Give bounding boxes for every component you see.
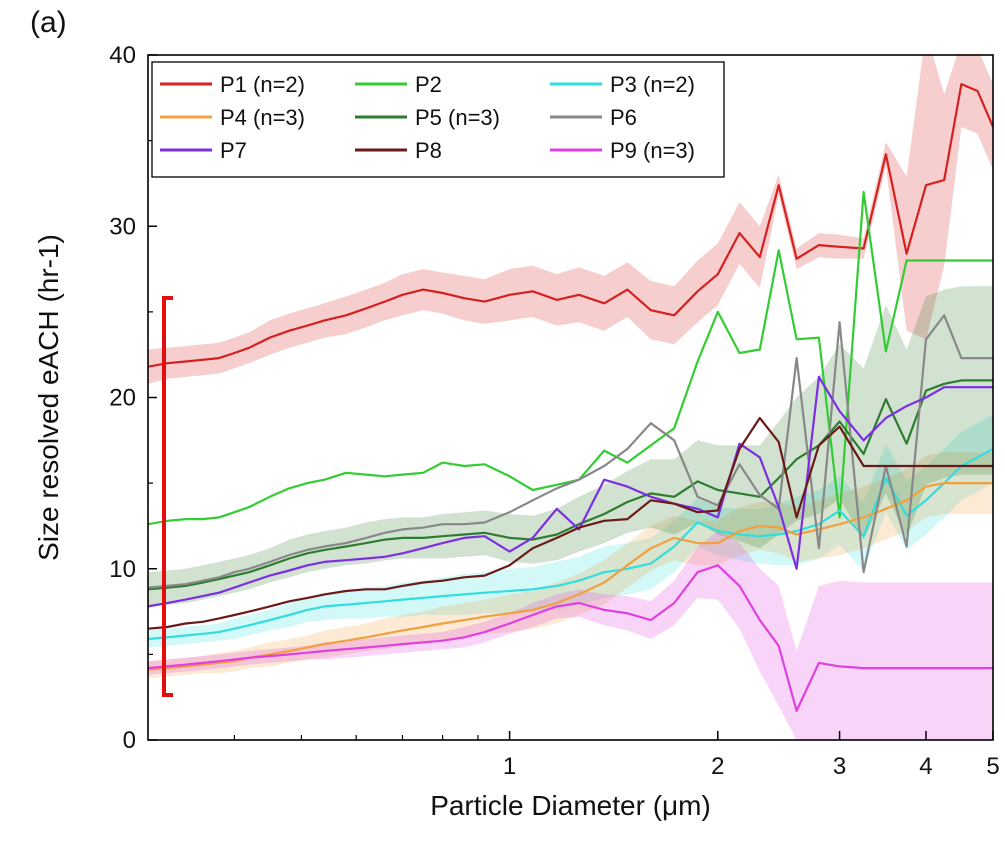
x-tick-label: 1: [503, 753, 516, 780]
legend-label-7: P7: [220, 138, 247, 163]
series-line-8: [148, 416, 993, 630]
legend-label-4: P4 (n=3): [220, 105, 305, 130]
legend-box: [151, 61, 725, 178]
series-band-4: [148, 452, 993, 679]
series-line-3: [148, 447, 993, 641]
x-tick-label: 2: [711, 753, 724, 780]
series-line-2: [148, 190, 993, 526]
y-tick-label: 10: [109, 556, 136, 583]
x-axis-label: Particle Diameter (μm): [430, 790, 711, 821]
y-tick-label: 20: [109, 385, 136, 412]
series-line-5: [148, 379, 993, 591]
legend-label-1: P1 (n=2): [220, 72, 305, 97]
x-tick-label: 4: [919, 753, 932, 780]
series-line-7: [148, 375, 993, 608]
series-line-1: [148, 83, 993, 368]
y-tick-label: 30: [109, 213, 136, 240]
x-tick-label: 5: [986, 753, 999, 780]
x-tick-label: 3: [833, 753, 846, 780]
series-line-4: [148, 482, 993, 671]
series-band-5: [148, 286, 993, 607]
legend-label-5: P5 (n=3): [415, 105, 500, 130]
legend-label-2: P2: [415, 72, 442, 97]
series-band-9: [148, 531, 993, 740]
panel-label: (a): [30, 6, 67, 39]
series-line-9: [148, 564, 993, 712]
red-bracket: [162, 296, 173, 697]
legend-label-8: P8: [415, 138, 442, 163]
series-band-1: [148, 55, 993, 384]
legend-label-6: P6: [610, 105, 637, 130]
y-tick-label: 0: [123, 727, 136, 754]
y-axis-label: Size resolved eACH (hr-1): [33, 234, 64, 561]
legend-label-3: P3 (n=2): [610, 72, 695, 97]
y-tick-label: 40: [109, 42, 136, 69]
series-line-6: [148, 314, 993, 589]
series-group: [148, 55, 993, 740]
legend-label-9: P9 (n=3): [610, 138, 695, 163]
